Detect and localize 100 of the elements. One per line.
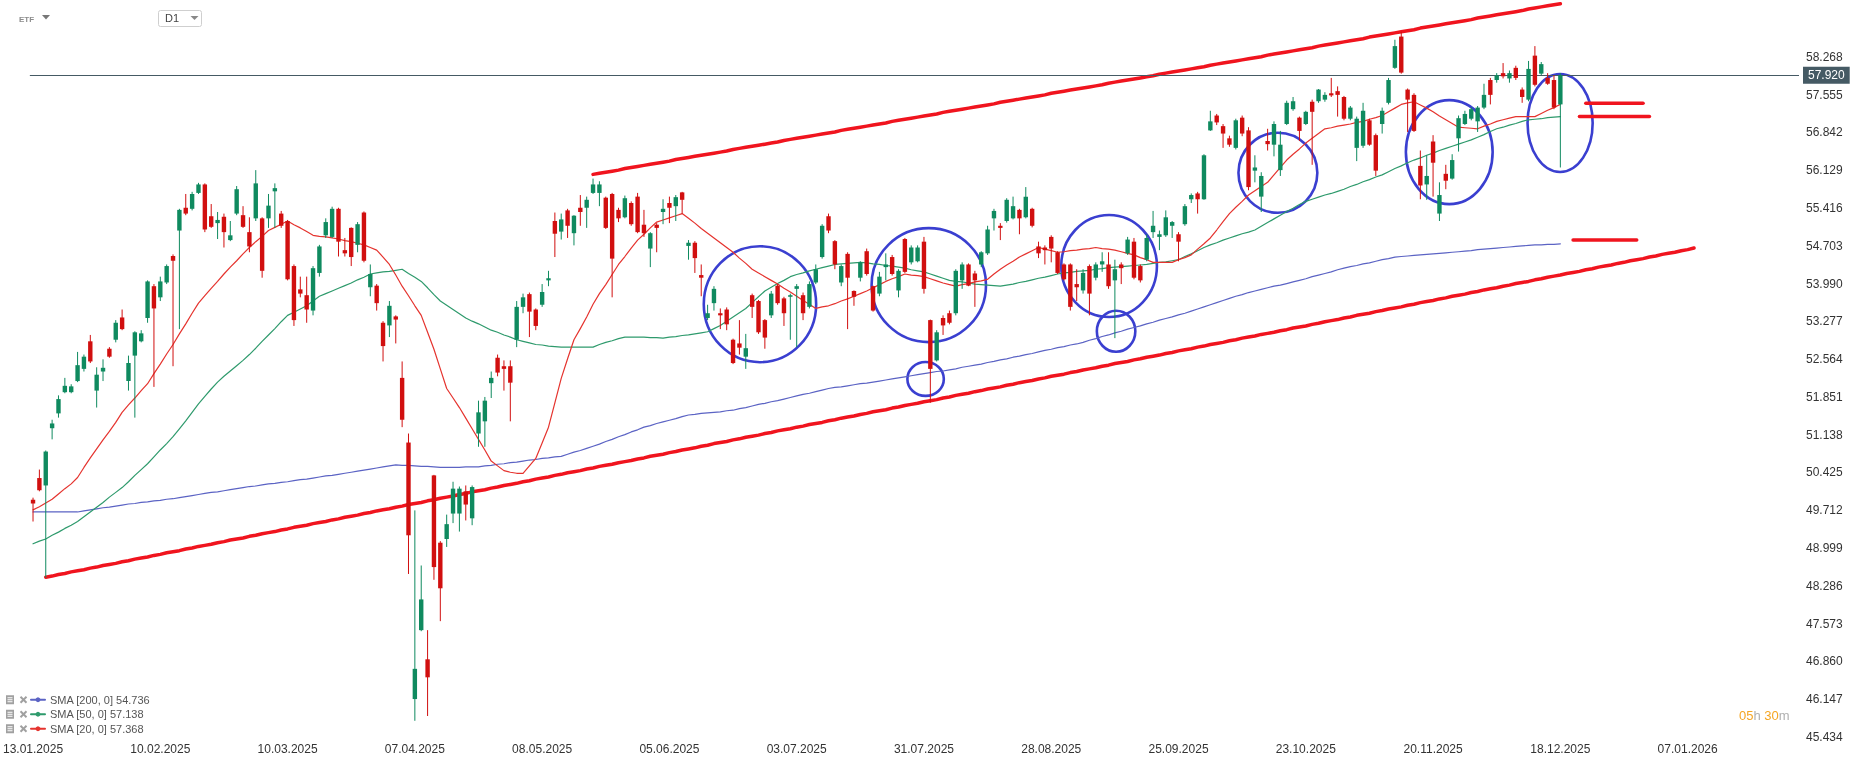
candlestick xyxy=(1386,77,1391,105)
x-tick-label: 10.02.2025 xyxy=(130,742,191,756)
candlestick xyxy=(527,292,532,338)
x-tick-label: 13.01.2025 xyxy=(2,742,64,756)
x-tick-label: 10.03.2025 xyxy=(257,742,318,756)
y-tick-label: 50.425 xyxy=(1806,465,1844,480)
candlestick xyxy=(228,220,233,242)
candlestick xyxy=(170,253,176,367)
candlestick xyxy=(1322,91,1328,103)
line-series xyxy=(591,1,1563,177)
candlestick xyxy=(1481,83,1487,110)
candlestick xyxy=(425,629,430,717)
candlestick xyxy=(189,191,195,211)
candlestick xyxy=(1335,85,1340,118)
candlestick xyxy=(737,319,742,356)
x-tick-label: 08.05.2025 xyxy=(512,742,573,756)
candlestick xyxy=(1284,100,1289,126)
candlestick xyxy=(800,292,806,321)
candlestick xyxy=(1157,230,1162,251)
candlestick xyxy=(597,180,602,207)
y-tick-label: 56.129 xyxy=(1806,163,1844,178)
candlestick xyxy=(240,205,246,229)
candlestick xyxy=(539,283,545,308)
candlestick xyxy=(119,309,125,331)
y-tick-label: 48.999 xyxy=(1806,541,1844,556)
candlestick xyxy=(1163,209,1168,238)
candlestick xyxy=(49,419,55,440)
candlestick xyxy=(858,260,863,282)
candlestick xyxy=(877,271,882,297)
candlestick xyxy=(215,211,220,240)
candlestick xyxy=(552,212,558,258)
candlestick xyxy=(476,400,481,448)
y-tick-label: 46.860 xyxy=(1806,654,1844,669)
y-tick-label: 52.564 xyxy=(1806,352,1844,367)
candlestick xyxy=(1182,203,1188,227)
candlestick xyxy=(629,200,634,227)
candlestick xyxy=(88,334,93,364)
candlestick xyxy=(889,254,895,277)
x-tick-label: 23.10.2025 xyxy=(1275,742,1337,756)
candlestick xyxy=(1017,208,1022,235)
candlestick xyxy=(368,263,373,297)
candlestick xyxy=(304,276,309,324)
candlestick xyxy=(1125,236,1130,256)
candlestick xyxy=(495,354,500,377)
candlestick xyxy=(788,293,793,341)
candlestick xyxy=(699,263,704,297)
candlestick xyxy=(298,276,303,298)
candlestick xyxy=(813,263,818,285)
candlestick xyxy=(1239,115,1245,137)
candlestick xyxy=(1475,105,1480,133)
candlestick xyxy=(985,225,990,256)
candlestick xyxy=(266,193,271,229)
candlestick xyxy=(864,248,869,277)
x-tick-label: 18.12.2025 xyxy=(1530,742,1591,756)
y-tick-label: 48.286 xyxy=(1806,578,1844,593)
y-tick-label: 56.842 xyxy=(1806,125,1844,140)
candlestick xyxy=(94,366,99,409)
y-tick-label: 51.138 xyxy=(1806,427,1844,442)
annotation: 05h 30m xyxy=(1739,708,1790,723)
candlestick xyxy=(667,196,672,224)
y-tick-label: 47.573 xyxy=(1806,616,1844,631)
candlestick xyxy=(1449,153,1455,181)
candlestick xyxy=(1259,171,1264,213)
candlestick xyxy=(1392,39,1398,70)
candlestick xyxy=(1208,110,1213,132)
candlestick xyxy=(1138,263,1143,283)
candlestick xyxy=(508,359,513,422)
candlestick xyxy=(743,333,748,370)
candlestick xyxy=(883,252,888,281)
y-tick-label: 55.416 xyxy=(1806,200,1844,215)
candlestick xyxy=(648,231,653,268)
ref-line-label: 57.920 xyxy=(1808,68,1846,83)
candlestick xyxy=(177,208,182,330)
y-tick-label: 49.712 xyxy=(1806,503,1844,518)
candlestick xyxy=(501,359,507,392)
x-tick-label: 07.01.2026 xyxy=(1657,742,1718,756)
candlestick xyxy=(565,208,570,239)
y-tick-label: 45.434 xyxy=(1806,730,1844,744)
x-tick-label: 25.09.2025 xyxy=(1148,742,1209,756)
annotation: ETF xyxy=(19,14,35,24)
candlestick xyxy=(1379,107,1385,135)
y-tick-label: 53.990 xyxy=(1806,276,1844,291)
x-tick-label: 07.04.2025 xyxy=(384,742,446,756)
candlestick xyxy=(673,194,678,222)
line-series xyxy=(32,243,1561,513)
candlestick xyxy=(151,283,157,388)
legend-label: SMA [200, 0] 54.736 xyxy=(50,693,150,706)
candlestick xyxy=(851,289,857,307)
candlestick xyxy=(393,314,398,344)
candlestick xyxy=(1119,261,1124,285)
candlestick xyxy=(132,330,138,419)
candlestick xyxy=(1004,197,1009,224)
candlestick xyxy=(444,514,449,548)
candlestick xyxy=(1418,150,1423,200)
candlestick xyxy=(686,239,691,261)
candlestick xyxy=(845,251,850,330)
candlestick xyxy=(807,280,812,309)
candlestick xyxy=(1309,99,1315,166)
candlestick xyxy=(1271,120,1277,157)
candlestick xyxy=(1055,250,1060,275)
